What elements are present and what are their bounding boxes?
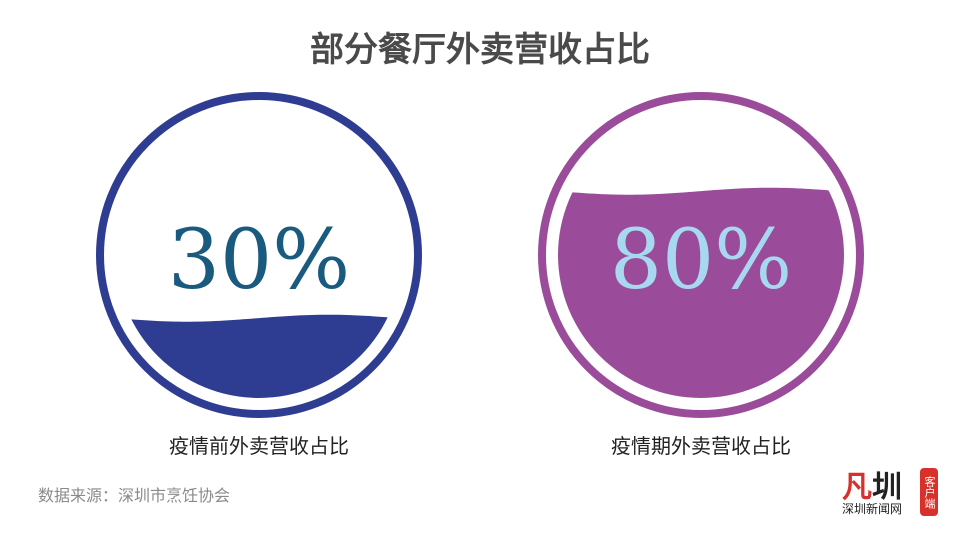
gauge-liquid [116,314,402,398]
gauge-value: 30% [168,213,350,308]
gauge-label-during: 疫情期外卖营收占比 [611,434,791,458]
logo: 凡圳 深圳新闻网 客户端 [842,468,938,516]
gauge-ring [538,92,864,418]
gauge-label-before: 疫情前外卖营收占比 [169,434,349,458]
source-note: 数据来源：深圳市烹饪协会 [38,486,231,505]
gauge-value: 80% [610,213,792,308]
chart-title: 部分餐厅外卖营收占比 [310,30,650,70]
gauge-ring [96,92,422,418]
gauge-liquid [558,187,844,398]
